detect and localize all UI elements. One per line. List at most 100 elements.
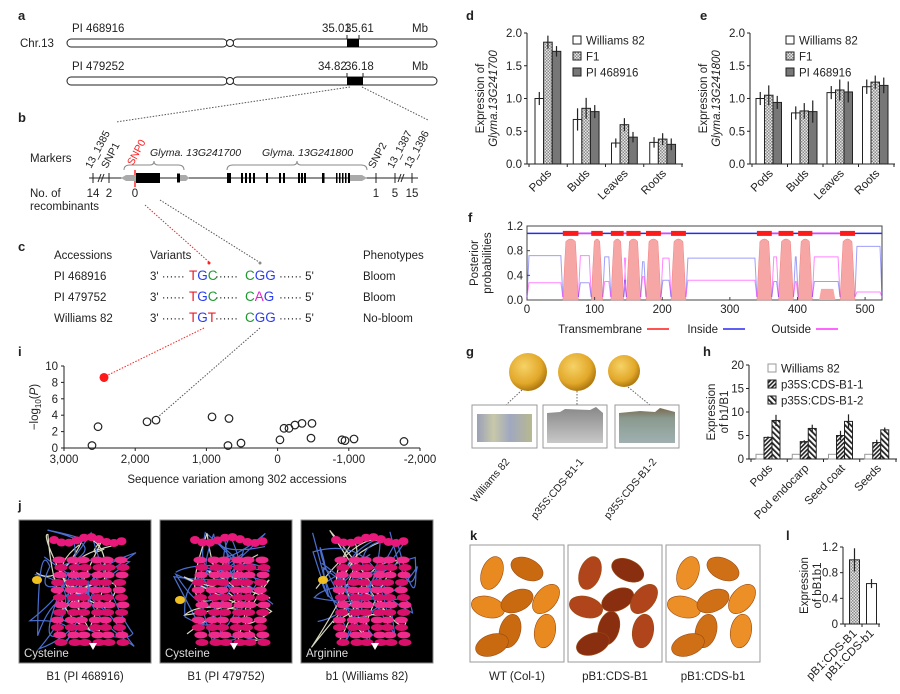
- header-variants: Variants: [150, 250, 192, 262]
- mapped-interval: [347, 39, 359, 47]
- helix: [257, 564, 271, 571]
- helix: [241, 594, 255, 601]
- topology-transmembrane: [610, 230, 624, 236]
- codon-2: CGG: [245, 268, 276, 283]
- panel-label-l: l: [786, 528, 790, 543]
- helix: [53, 609, 67, 616]
- bar-f1-buds: [799, 110, 809, 165]
- inside-probability-line: [577, 282, 592, 297]
- helix: [217, 556, 231, 564]
- helix: [67, 571, 81, 579]
- category-label: Buds: [565, 167, 592, 194]
- variant-to-point-connector: [157, 327, 261, 418]
- exon: [253, 173, 255, 183]
- helix: [394, 616, 408, 624]
- helix: [356, 616, 370, 624]
- data-point: [290, 420, 300, 430]
- y-tick-label: 2: [52, 427, 58, 439]
- helix: [195, 601, 209, 609]
- helix: [350, 564, 364, 571]
- helix: [359, 571, 373, 579]
- helix: [380, 616, 394, 624]
- helix: [52, 556, 66, 564]
- exon: [245, 173, 247, 183]
- panel-label-b: b: [18, 110, 26, 125]
- helix: [98, 624, 112, 631]
- seed-photo: [608, 355, 640, 387]
- helix: [195, 564, 209, 571]
- seed-caption: WT (Col-1): [489, 671, 545, 683]
- helix: [353, 536, 364, 545]
- x-tick-label: 300: [720, 304, 739, 316]
- helix: [346, 538, 356, 547]
- y-axis-label: probabilities: [482, 232, 494, 294]
- helix: [90, 594, 104, 601]
- seed: [500, 588, 534, 614]
- transmembrane-probability-peak: [645, 238, 662, 301]
- helix: [116, 564, 130, 571]
- outside-probability-line: [526, 282, 564, 297]
- helix: [53, 631, 67, 639]
- codon-2: CGG: [245, 310, 276, 325]
- panel-label-j: j: [17, 498, 22, 513]
- y-axis-label: Expression of: [698, 63, 710, 133]
- helix: [66, 556, 80, 564]
- chromosome-arm-left: [66, 38, 228, 48]
- helix: [368, 533, 379, 542]
- gene-glyma-13g241700: Glyma. 13G241700: [121, 147, 241, 183]
- helix: [254, 579, 268, 586]
- transmembrane-probability-peak: [562, 238, 579, 301]
- topology-transmembrane: [756, 230, 772, 236]
- highlighted-point: [99, 372, 109, 382]
- codon-1: TGT: [189, 310, 216, 325]
- codon-1: TGC: [189, 289, 218, 304]
- y-tick-label: 20: [731, 360, 744, 372]
- helix: [100, 556, 114, 564]
- chromosome-arm-right: [232, 76, 438, 86]
- transmembrane-probability-peak: [756, 238, 773, 301]
- helix: [109, 538, 119, 547]
- bar-p35s-cds-b1-2-pods: [771, 419, 781, 460]
- seed-caption: pB1:CDS-b1: [681, 671, 746, 683]
- snp-to-point-connector: [105, 327, 205, 377]
- helix: [257, 639, 271, 646]
- y-tick-label: 0.8: [822, 568, 838, 580]
- helix: [51, 579, 65, 586]
- helix: [359, 609, 373, 616]
- panel-l: l00.40.81.2pB1:CDS-B1pB1:CDS-b1Expressio…: [786, 528, 880, 683]
- mapped-interval: [347, 77, 363, 85]
- panel-i: i 0 2 4 6 8 10 3,000 2,000 1,000 0 -1,000 -2,000 Seq…: [18, 344, 436, 486]
- helix: [115, 631, 129, 639]
- helix: [218, 609, 232, 616]
- bar-f1-pods: [543, 41, 553, 165]
- helix: [253, 586, 267, 594]
- helix: [52, 594, 66, 601]
- panel-label-a: a: [18, 8, 26, 23]
- interval-start: 34.82: [318, 61, 347, 73]
- helix: [383, 631, 397, 639]
- chromosome-row-2: PI 479252 34.82 36.18 Mb: [66, 61, 438, 86]
- helix: [332, 586, 346, 594]
- helix: [348, 556, 362, 564]
- helix: [332, 624, 346, 631]
- helix: [194, 571, 208, 579]
- helix: [253, 624, 267, 631]
- helix: [242, 631, 256, 639]
- y-tick-label: 10: [45, 361, 58, 373]
- recombinants-label-2: recombinants: [30, 201, 99, 213]
- helix: [229, 624, 243, 631]
- topology-transmembrane: [626, 230, 641, 236]
- helix: [209, 639, 223, 646]
- legend-label: PI 468916: [799, 68, 851, 80]
- bar-pi-468916-buds: [589, 111, 600, 165]
- data-point: [399, 437, 409, 446]
- seed: [532, 584, 560, 614]
- legend-label: Williams 82: [586, 36, 645, 48]
- ligand-site: [318, 576, 328, 584]
- bar-williams-82-roots: [862, 86, 872, 165]
- exon: [241, 173, 243, 183]
- outside-probability-line: [660, 257, 672, 297]
- topology-transmembrane: [798, 230, 813, 236]
- helix: [233, 564, 247, 571]
- helix: [243, 564, 257, 571]
